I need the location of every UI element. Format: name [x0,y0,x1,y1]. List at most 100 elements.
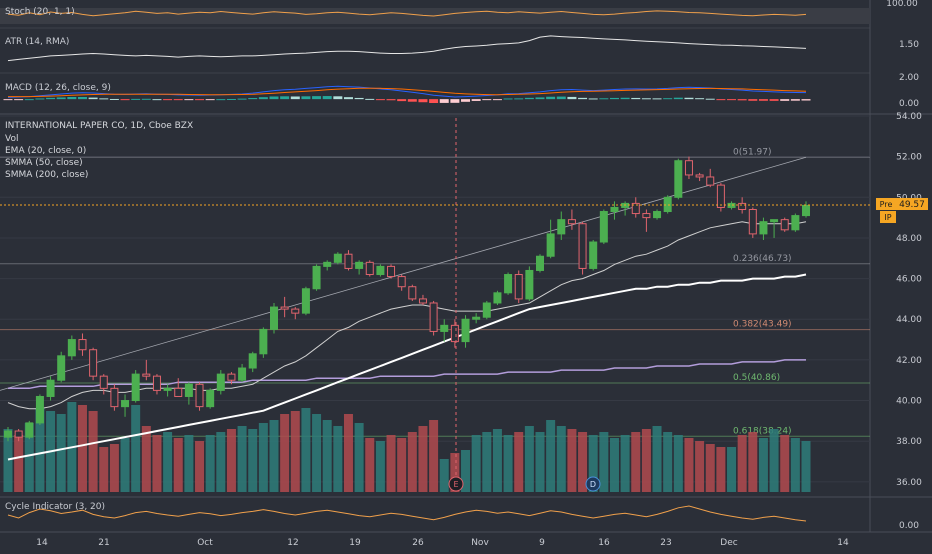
candle-body [227,373,236,381]
macd-histogram-bar [567,96,577,100]
candle-body [748,208,757,235]
candle-body [142,373,151,377]
macd-histogram-bar [3,99,13,101]
macd-histogram-bar [56,97,66,100]
time-axis[interactable]: 14 21 Oct 12 19 26 Nov 9 16 23 Dec 14 [36,538,849,548]
volume-bar [556,426,566,492]
candle-body [131,373,140,402]
macd-histogram-bar [354,97,364,100]
macd-histogram-bar [769,99,779,101]
volume-bar [248,429,258,492]
volume-bar [354,423,364,492]
volume-bar [546,420,556,492]
macd-histogram-bar [780,99,790,101]
time-tick-9: 23 [660,538,671,548]
volume-bar [24,423,34,492]
volume-bar [226,429,236,492]
macd-histogram-bar [524,97,534,100]
time-tick-5: 26 [412,538,424,548]
ema20-line [7,221,807,410]
volume-bar [620,435,630,492]
macd-label: MACD (12, 26, close, 9) [5,83,111,93]
volume-bar [109,444,119,492]
candle-body [46,379,55,397]
price-tick-3: 48.00 [896,234,922,244]
atr-label: ATR (14, RMA) [5,37,69,47]
price-tick-5: 44.00 [896,315,922,325]
volume-bar [492,429,502,492]
pre-tag [876,198,896,210]
price-tick-4: 46.00 [896,275,922,285]
macd-histogram-bar [727,99,737,101]
macd-tick-200: 2.00 [899,73,919,83]
candle-body [802,204,810,217]
time-tick-0: 14 [36,538,48,548]
candle-body [684,160,693,176]
volume-bar [737,435,747,492]
macd-histogram-bar [684,97,694,100]
candle-body [567,219,576,225]
dividend-marker[interactable]: D [585,476,601,492]
volume-bar [769,429,779,492]
macd-histogram-bar [599,98,609,100]
price-tick-1: 52.00 [896,153,922,163]
volume-bar [195,441,205,492]
volume-bar [503,435,513,492]
macd-histogram-bar [216,99,226,101]
candle-body [397,276,406,288]
volume-bar [173,438,183,492]
macd-histogram-bar [322,96,332,100]
macd-histogram-bar [641,98,651,100]
fib-label-2: 0.382(43.49) [733,320,792,330]
panel-separators [0,0,932,533]
candle-body [291,308,300,314]
macd-histogram-bar [24,99,34,101]
candle-body [216,373,225,391]
price-tick-6: 42.00 [896,356,922,366]
volume-bar [365,438,375,492]
candle-body [280,306,289,310]
volume-bar [375,441,385,492]
candle-body [791,215,800,231]
macd-histogram-bar [705,98,715,100]
stoch-label: Stoch (20, 1, 1) [5,7,75,17]
volume-bar [397,438,407,492]
candle-body [514,274,523,300]
macd-histogram-bar [407,99,417,102]
volume-bar [56,414,66,492]
volume-bar [77,405,87,492]
volume-bar [801,441,811,492]
candle-body [653,211,662,219]
volume-bar [184,435,194,492]
volume-bar [14,435,24,492]
candlesticks [4,156,810,442]
volume-bar [652,426,662,492]
candle-body [4,430,12,438]
candle-body [365,261,374,276]
macd-histogram-bar [109,98,119,100]
candle-body [780,219,789,231]
macd-histogram-bar [386,99,396,101]
macd-histogram-bar [461,99,471,102]
volume-bar [237,426,247,492]
volume-bar [663,432,673,492]
candle-body [14,430,23,438]
macd-histogram-bar [152,99,162,101]
macd-histogram-bar [620,97,630,100]
volume-bar [588,435,598,492]
volume-bar [3,429,13,492]
macd-histogram-bar [248,98,258,100]
volume-bar [641,429,651,492]
volume-bar [578,432,588,492]
earnings-marker[interactable]: E [448,476,464,492]
candle-body [312,265,321,290]
candle-body [387,265,396,278]
volume-bar [631,432,641,492]
macd-histogram-bar [588,98,598,100]
cycle-label: Cycle Indicator (3, 20) [5,502,105,512]
macd-histogram-bar [790,99,800,101]
macd-histogram-bar [556,96,566,100]
volume-bar [258,423,268,492]
